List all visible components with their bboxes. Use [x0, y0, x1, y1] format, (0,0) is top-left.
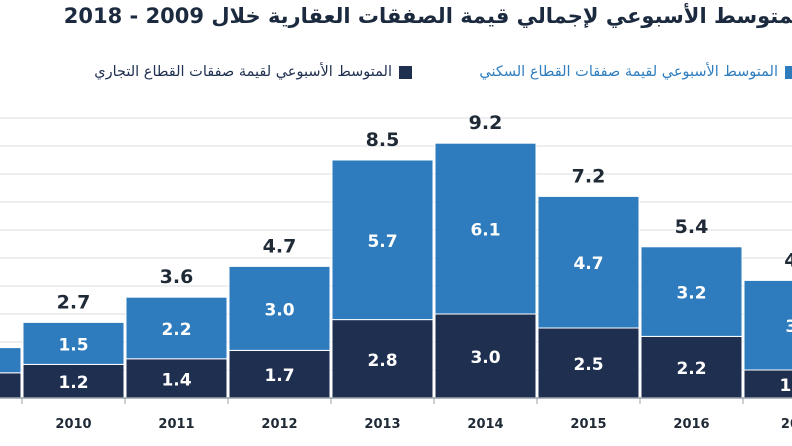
data-label-residential-2010: 1.5: [58, 335, 88, 355]
bar-residential-2016: [640, 246, 743, 337]
legend-commercial-swatch: [399, 65, 412, 79]
data-label-residential-2015: 4.7: [573, 254, 603, 274]
data-label-residential-2012: 3.0: [264, 300, 294, 320]
total-label-2014: 9.2: [469, 112, 503, 134]
legend-residential: المتوسط الأسبوعي لقيمة صفقات القطاع السك…: [479, 64, 792, 80]
total-label-2011: 3.6: [160, 266, 194, 288]
data-label-residential-2014: 6.1: [470, 221, 500, 241]
bar-residential-2012: [228, 265, 331, 351]
x-tick-2016: 2016: [673, 417, 709, 432]
bar-commercial-2013: [331, 319, 434, 399]
bar-commercial-2012: [228, 349, 331, 399]
data-label-residential-2011: 2.2: [161, 320, 191, 340]
data-label-commercial-2011: 1.4: [161, 370, 191, 390]
data-label-commercial-2010: 1.2: [58, 373, 88, 393]
bar-residential-2014: [434, 142, 537, 315]
bar-commercial-2014: [434, 313, 537, 399]
total-label-2017: 4.: [784, 249, 792, 271]
bar-commercial-2015: [537, 327, 640, 399]
legend-commercial-label: المتوسط الأسبوعي لقيمة صفقات القطاع التج…: [94, 64, 392, 80]
x-tick-2011: 2011: [158, 417, 194, 432]
bar-residential-2017: [743, 279, 792, 371]
data-label-commercial-2017: 1.0: [779, 376, 792, 396]
bar-commercial-2017: [743, 369, 792, 399]
x-tick-2012: 2012: [261, 417, 297, 432]
x-tick-2013: 2013: [364, 417, 400, 432]
total-label-2016: 5.4: [675, 216, 709, 238]
legend-residential-swatch: [785, 65, 792, 79]
legend-residential-label: المتوسط الأسبوعي لقيمة صفقات القطاع السك…: [479, 64, 778, 80]
x-tick-2015: 2015: [570, 417, 606, 432]
total-label-2012: 4.7: [263, 235, 297, 257]
legend-commercial: المتوسط الأسبوعي لقيمة صفقات القطاع التج…: [94, 64, 412, 80]
bar-residential-2009: [0, 347, 22, 374]
bar-residential-2010: [22, 321, 125, 365]
chart-title: المتوسط الأسبوعي لإجمالي قيمة الصفقات ال…: [63, 4, 792, 28]
bar-residential-2013: [331, 159, 434, 321]
data-label-residential-2013: 5.7: [367, 232, 397, 252]
data-label-commercial-2015: 2.5: [573, 355, 603, 375]
x-tick-2017: 201: [781, 417, 792, 432]
data-label-commercial-2013: 2.8: [367, 351, 397, 371]
data-label-commercial-2014: 3.0: [470, 348, 500, 368]
data-label-commercial-2012: 1.7: [264, 366, 294, 386]
data-label-commercial-2016: 2.2: [676, 359, 706, 379]
x-tick-2014: 2014: [467, 417, 503, 432]
bar-residential-2015: [537, 195, 640, 329]
bar-residential-2011: [125, 296, 228, 360]
bar-commercial-2009: [0, 372, 22, 399]
data-label-residential-2016: 3.2: [676, 284, 706, 304]
total-label-2015: 7.2: [572, 165, 606, 187]
total-label-2010: 2.7: [57, 291, 91, 313]
x-tick-2010: 2010: [55, 417, 91, 432]
bar-commercial-2016: [640, 335, 743, 399]
total-label-2013: 8.5: [366, 129, 400, 151]
data-label-residential-2017: 3.: [785, 317, 792, 337]
